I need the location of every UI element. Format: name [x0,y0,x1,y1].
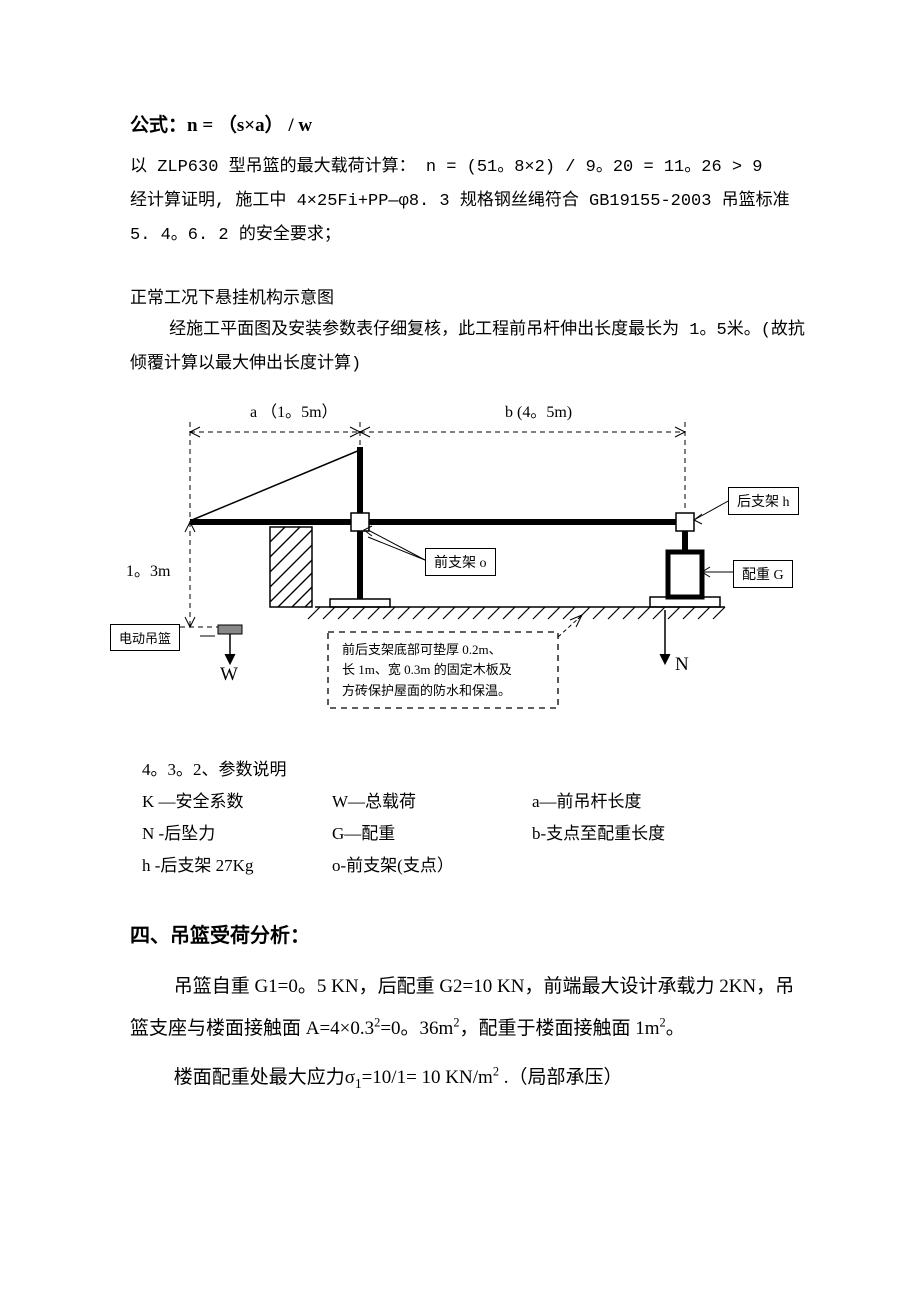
param-b: b-支点至配重长度 [532,818,732,850]
diagram-section-title: 正常工况下悬挂机构示意图 [130,283,810,314]
label-W: W [220,664,238,686]
analysis-p1-d: 。 [666,1018,685,1039]
diagram-section-body: 经施工平面图及安装参数表仔细复核，此工程前吊杆伸出长度最长为 1。5米。(故抗倾… [130,314,810,382]
suspension-diagram: a （1。5m） b (4。5m) 1。3m 前支架 o 后支架 h 配重 G … [120,392,800,742]
param-W: W—总载荷 [332,786,532,818]
param-blank [532,850,732,882]
calc-line-2: 经计算证明, 施工中 4×25Fi+PP—φ8. 3 规格钢丝绳符合 GB191… [130,185,810,253]
params-row: K —安全系数 W—总载荷 a—前吊杆长度 [142,786,810,818]
param-o: o-前支架(支点） [332,850,532,882]
dim-label-a: a （1。5m） [250,398,338,422]
analysis-p1-c: ，配重于楼面接触面 1m [460,1018,660,1039]
label-N: N [675,654,689,676]
diagram-note-line1: 前后支架底部可垫厚 0.2m、 [342,640,512,661]
analysis-p2-b: =10/1= 10 KN/m [362,1067,493,1088]
section-4-heading: 四、吊篮受荷分析： [130,919,810,948]
formula-heading: 公式：n = （s×a） / w [130,110,810,137]
param-N: N -后坠力 [142,818,332,850]
label-counterweight: 配重 G [733,560,793,588]
label-front-support: 前支架 o [425,548,496,576]
param-K: K —安全系数 [142,786,332,818]
dim-label-b: b (4。5m) [505,398,572,422]
analysis-p1-b: =0。36m [380,1018,453,1039]
param-a: a—前吊杆长度 [532,786,732,818]
calc-line-1: 以 ZLP630 型吊篮的最大载荷计算： n = (51。8×2) / 9。20… [130,151,810,185]
param-G: G—配重 [332,818,532,850]
analysis-paragraph-2: 楼面配重处最大应力σ1=10/1= 10 KN/m2 .（局部承压） [130,1057,810,1099]
analysis-p2-a: 楼面配重处最大应力σ [174,1067,355,1088]
params-row: N -后坠力 G—配重 b-支点至配重长度 [142,818,810,850]
label-rear-support: 后支架 h [728,487,799,515]
analysis-p2-c: .（局部承压） [499,1067,623,1088]
label-basket: 电动吊篮 [110,624,180,651]
sub-1: 1 [355,1076,362,1091]
diagram-note: 前后支架底部可垫厚 0.2m、 长 1m、宽 0.3m 的固定木板及 方砖保护屋… [332,634,522,708]
diagram-note-line2: 长 1m、宽 0.3m 的固定木板及 [342,660,512,681]
param-h: h -后支架 27Kg [142,850,332,882]
analysis-paragraph-1: 吊篮自重 G1=0。5 KN，后配重 G2=10 KN，前端最大设计承载力 2K… [130,966,810,1050]
diagram-note-line3: 方砖保护屋面的防水和保温。 [342,681,512,702]
params-title: 4。3。2、参数说明 [142,754,810,786]
dim-label-height: 1。3m [126,557,170,581]
params-row: h -后支架 27Kg o-前支架(支点） [142,850,810,882]
